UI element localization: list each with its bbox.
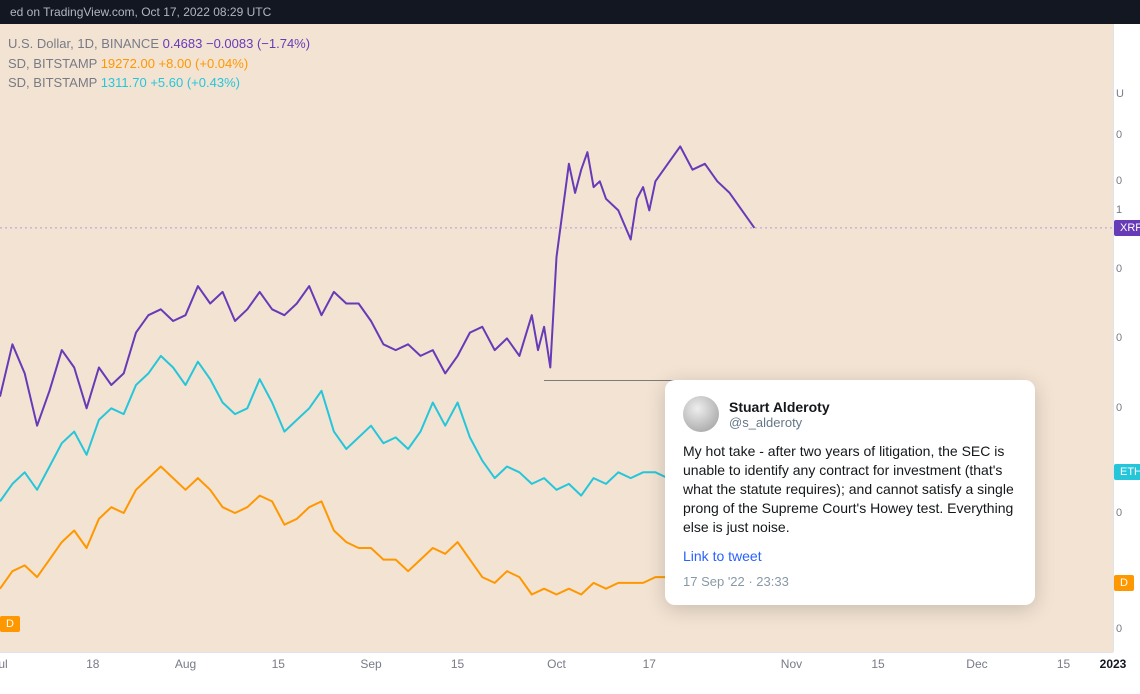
legend-row[interactable]: SD, BITSTAMP 1311.70 +5.60 (+0.43%) xyxy=(8,73,310,93)
legend-name: SD, BITSTAMP xyxy=(8,75,101,90)
y-tick: 0 xyxy=(1116,332,1122,344)
y-tick: 0 xyxy=(1116,263,1122,275)
legend-values: 0.4683 −0.0083 (−1.74%) xyxy=(163,36,310,51)
tweet-header: Stuart Alderoty @s_alderoty xyxy=(683,396,1017,432)
x-axis: Jul18Aug15Sep15Oct17Nov15Dec152023 xyxy=(0,652,1113,694)
price-tag-eth: ETHUSD xyxy=(1114,464,1140,480)
x-tick: 18 xyxy=(86,657,99,671)
x-tick: 2023 xyxy=(1100,657,1127,671)
top-info-text: ed on TradingView.com, Oct 17, 2022 08:2… xyxy=(10,5,271,19)
legend-name: U.S. Dollar, 1D, BINANCE xyxy=(8,36,163,51)
tweet-body: My hot take - after two years of litigat… xyxy=(683,442,1017,536)
tweet-link[interactable]: Link to tweet xyxy=(683,548,1017,564)
tweet-date: 17 Sep '22 · 23:33 xyxy=(683,574,1017,589)
price-tag-btc: D xyxy=(1114,575,1134,591)
legend-values: 19272.00 +8.00 (+0.04%) xyxy=(101,56,248,71)
top-info-bar: ed on TradingView.com, Oct 17, 2022 08:2… xyxy=(0,0,1140,24)
x-tick: Oct xyxy=(547,657,566,671)
legend-row[interactable]: SD, BITSTAMP 19272.00 +8.00 (+0.04%) xyxy=(8,54,310,74)
legend-values: 1311.70 +5.60 (+0.43%) xyxy=(101,75,240,90)
y-tick: 1 xyxy=(1116,204,1122,216)
y-tick: 0 xyxy=(1116,175,1122,187)
x-tick: Jul xyxy=(0,657,8,671)
y-tick: 0 xyxy=(1116,507,1122,519)
legend-name: SD, BITSTAMP xyxy=(8,56,101,71)
y-tick: 0 xyxy=(1116,129,1122,141)
price-tag-xrp: XRPUSD xyxy=(1114,220,1140,236)
y-tick: 0 xyxy=(1116,402,1122,414)
x-tick: 15 xyxy=(272,657,285,671)
tweet-author: Stuart Alderoty xyxy=(729,399,830,415)
tweet-handle: @s_alderoty xyxy=(729,415,830,430)
tweet-card[interactable]: Stuart Alderoty @s_alderoty My hot take … xyxy=(665,380,1035,605)
x-tick: 15 xyxy=(451,657,464,671)
price-tag-left-btc: D xyxy=(0,616,20,632)
x-tick: Nov xyxy=(781,657,802,671)
chart-root: { "topbar": { "text": "ed on TradingView… xyxy=(0,0,1140,694)
y-tick: U xyxy=(1116,88,1124,100)
x-tick: 15 xyxy=(1057,657,1070,671)
x-tick: Dec xyxy=(966,657,987,671)
x-tick: Sep xyxy=(360,657,381,671)
legend: U.S. Dollar, 1D, BINANCE 0.4683 −0.0083 … xyxy=(8,34,310,93)
avatar xyxy=(683,396,719,432)
x-tick: 17 xyxy=(643,657,656,671)
legend-row[interactable]: U.S. Dollar, 1D, BINANCE 0.4683 −0.0083 … xyxy=(8,34,310,54)
x-tick: Aug xyxy=(175,657,196,671)
x-tick: 15 xyxy=(871,657,884,671)
y-tick: 0 xyxy=(1116,623,1122,635)
y-axis: U001000000 xyxy=(1113,24,1140,652)
